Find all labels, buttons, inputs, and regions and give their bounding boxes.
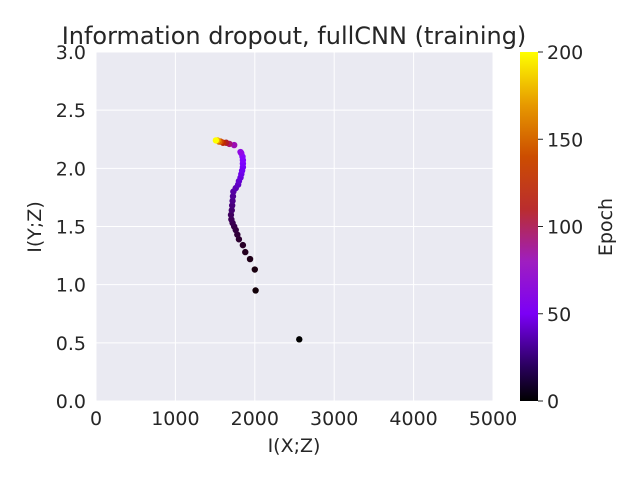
- x-tick-label: 3000: [310, 408, 358, 430]
- data-point: [237, 148, 244, 156]
- y-tick-label: 0.5: [56, 333, 86, 355]
- x-tick-label: 0: [90, 408, 102, 430]
- data-point: [228, 216, 235, 223]
- x-axis-ticks: 0 1000 2000 3000 4000 5000: [90, 408, 517, 430]
- x-tick-label: 2000: [231, 408, 279, 430]
- data-point: [242, 248, 249, 256]
- y-tick-label: 2.5: [56, 100, 86, 122]
- x-tick-label: 5000: [469, 408, 517, 430]
- data-point: [229, 193, 237, 200]
- y-tick-label: 1.5: [56, 217, 86, 239]
- data-points: [212, 137, 303, 343]
- data-point: [212, 137, 220, 144]
- grid-lines: [95, 51, 494, 402]
- x-tick-label: 1000: [151, 408, 199, 430]
- data-point: [228, 207, 235, 214]
- y-tick-label: 3.0: [56, 42, 86, 64]
- colorbar-ticks: 0 50 100 150 200: [538, 42, 583, 413]
- data-point: [239, 241, 247, 249]
- x-axis-label: I(X;Z): [268, 435, 321, 457]
- y-tick-label: 2.0: [56, 158, 86, 180]
- data-point: [252, 287, 259, 294]
- y-tick-label: 1.0: [56, 275, 86, 297]
- colorbar-tick-label: 0: [547, 391, 559, 413]
- y-tick-label: 0.0: [56, 391, 86, 413]
- colorbar-tick-label: 100: [547, 217, 583, 239]
- colorbar-label: Epoch: [595, 198, 617, 256]
- colorbar: [520, 52, 538, 401]
- x-tick-label: 4000: [389, 408, 437, 430]
- colorbar-tick-label: 50: [547, 304, 571, 326]
- y-axis-ticks: 0.0 0.5 1.0 1.5 2.0 2.5 3.0: [56, 42, 86, 413]
- chart-title: Information dropout, fullCNN (training): [62, 22, 527, 50]
- data-point: [296, 336, 303, 343]
- data-point: [229, 197, 236, 205]
- data-point: [246, 255, 254, 263]
- colorbar-tick-label: 200: [547, 42, 583, 64]
- data-point: [251, 266, 258, 273]
- data-point: [228, 202, 236, 209]
- colorbar-tick-label: 150: [547, 129, 583, 151]
- y-axis-label: I(Y;Z): [24, 201, 46, 252]
